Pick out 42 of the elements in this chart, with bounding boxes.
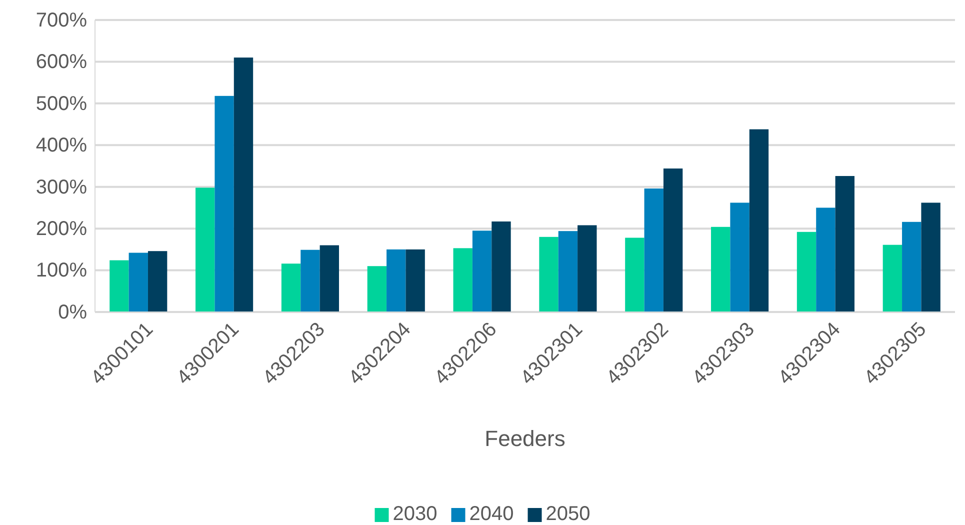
bar <box>234 58 254 312</box>
bar <box>816 208 836 312</box>
bar <box>386 249 406 312</box>
legend-label: 2030 <box>392 503 438 525</box>
bar <box>578 225 597 312</box>
bar <box>406 249 425 312</box>
bar <box>730 202 750 312</box>
y-tick-label: 100% <box>36 260 88 282</box>
bar <box>128 252 148 312</box>
bar <box>453 248 472 312</box>
bar <box>921 202 940 312</box>
bar <box>539 236 558 312</box>
bar <box>196 188 215 312</box>
bar <box>835 176 854 312</box>
y-tick-label: 300% <box>36 176 88 198</box>
y-tick-label: 700% <box>36 9 88 32</box>
bar <box>796 232 816 312</box>
bar <box>625 238 644 312</box>
bar <box>148 251 168 312</box>
bar <box>110 260 129 312</box>
bar <box>472 230 492 312</box>
bar <box>558 231 578 312</box>
legend-label: 2050 <box>546 503 590 525</box>
x-axis-title: Feeders <box>484 426 566 451</box>
bar <box>882 244 902 312</box>
bar <box>492 221 511 312</box>
bar <box>644 188 664 312</box>
bar <box>902 222 922 312</box>
bar <box>281 264 301 312</box>
bar <box>711 226 730 312</box>
y-tick-label: 400% <box>36 134 88 157</box>
y-tick-label: 500% <box>36 92 88 115</box>
bar <box>214 96 234 312</box>
bar <box>663 168 683 312</box>
y-tick-label: 0% <box>58 301 88 324</box>
bar <box>749 129 769 312</box>
bar <box>367 266 387 312</box>
y-tick-label: 200% <box>36 218 88 240</box>
bar <box>320 245 339 312</box>
bar <box>300 250 320 312</box>
legend-label: 2040 <box>469 503 514 525</box>
y-tick-label: 600% <box>36 51 88 74</box>
